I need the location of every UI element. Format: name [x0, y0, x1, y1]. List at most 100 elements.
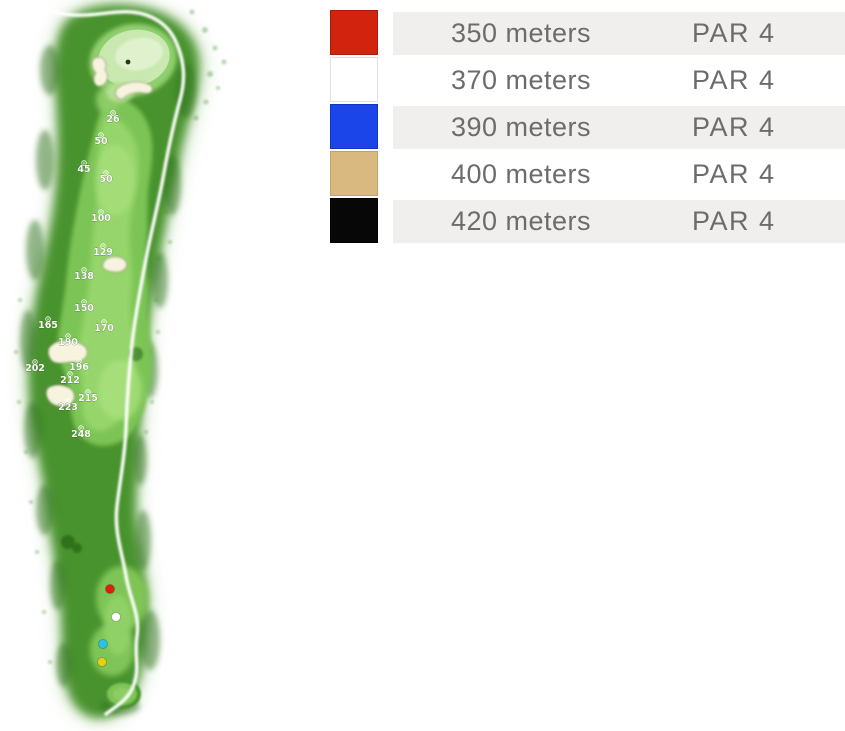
distance-marker-label: 165: [38, 320, 58, 331]
distance-markers: 26 50 45 50 100 129 138 150 165 170 190 196 202 212 21…: [25, 110, 120, 440]
tee-row-black: 420 meters PAR 4: [330, 198, 845, 245]
distance-marker-50: 50: [94, 132, 108, 147]
distance-marker-label: 215: [78, 393, 98, 404]
distance-marker-label: 50: [94, 136, 108, 147]
tee-row-gold: 400 meters PAR 4: [330, 151, 845, 198]
blue-tee-dot: [98, 639, 108, 649]
tee-color-swatch-white: [330, 57, 378, 102]
bunker-mid-right: [102, 256, 128, 273]
trees: [61, 347, 143, 553]
distance-marker-248: 248: [71, 425, 91, 440]
distance-marker-label: 45: [77, 164, 90, 175]
distance-marker-223: 223: [58, 398, 78, 413]
distance-marker-26: 26: [106, 110, 120, 125]
sprinkler-icon: [81, 299, 87, 305]
distance-marker-label: 223: [58, 402, 78, 413]
distance-marker-196: 196: [69, 358, 89, 373]
fairway-bright-patch: [95, 145, 135, 215]
tee-legend: 350 meters PAR 4 370 meters PAR 4 390 me…: [330, 10, 845, 245]
sprinkler-icon: [85, 389, 91, 395]
cart-path: [52, 9, 186, 716]
sprinkler-icon-dot: [83, 301, 85, 303]
distance-marker-label: 26: [106, 114, 120, 125]
tee-row-band: 350 meters PAR 4: [393, 12, 845, 55]
putting-green: [89, 23, 177, 102]
sprinkler-icon: [65, 333, 71, 339]
sprinkler-icon-dot: [103, 321, 105, 323]
distance-marker-190: 190: [58, 333, 78, 348]
hole-cup-dot: [125, 59, 131, 65]
tee-distance: 390 meters: [450, 112, 592, 142]
sprinkler-icon: [110, 110, 116, 116]
distance-marker-label: 129: [93, 247, 113, 258]
sprinkler-icon: [45, 316, 51, 322]
distance-marker-50: 50: [99, 170, 113, 185]
red-tee-dot: [105, 584, 115, 594]
tee-distance: 350 meters: [450, 18, 592, 48]
distance-marker-100: 100: [91, 209, 111, 224]
sprinkler-icon: [32, 359, 38, 365]
distance-marker-label: 100: [91, 213, 111, 224]
sprinkler-icon: [81, 267, 87, 273]
bunker-left-big: [47, 340, 88, 364]
tee-markers: [97, 584, 121, 667]
distance-marker-202: 202: [25, 359, 45, 374]
tee-par: PAR 4: [692, 112, 776, 142]
tee-color-swatch-blue: [330, 104, 378, 149]
rough-texture: [20, 45, 196, 715]
sprinkler-icon: [65, 398, 71, 404]
distance-marker-label: 50: [99, 174, 113, 185]
sprinkler-icon-dot: [69, 373, 71, 375]
sprinkler-icon-dot: [100, 211, 102, 213]
tee-par: PAR 4: [692, 18, 776, 48]
hole-map: 26 50 45 50 100 129 138 150 165 170 190 196 202 212 21…: [0, 0, 245, 731]
distance-marker-138: 138: [74, 267, 94, 282]
sprinkler-icon: [103, 170, 109, 176]
sprinkler-icon-dot: [102, 245, 104, 247]
distance-marker-label: 202: [25, 363, 45, 374]
tee-par: PAR 4: [692, 65, 776, 95]
sprinkler-icon-dot: [80, 427, 82, 429]
distance-marker-label: 248: [71, 429, 91, 440]
tee-row-band: 400 meters PAR 4: [393, 153, 845, 196]
sprinkler-icon-dot: [83, 269, 85, 271]
sprinkler-icon-dot: [47, 318, 49, 320]
distance-marker-label: 138: [74, 271, 94, 282]
tee-row-band: 390 meters PAR 4: [393, 106, 845, 149]
distance-marker-215: 215: [78, 389, 98, 404]
distance-marker-label: 196: [69, 362, 89, 373]
bunkers: [46, 56, 153, 407]
distance-marker-label: 170: [94, 323, 114, 334]
hole-map-illustration: 26 50 45 50 100 129 138 150 165 170 190 196 202 212 21…: [14, 1, 227, 722]
rough-speckles: [14, 9, 227, 664]
sprinkler-icon-dot: [105, 172, 107, 174]
white-tee-dot: [111, 612, 121, 622]
bunker-left-of-green: [91, 56, 108, 87]
tee-row-blue: 390 meters PAR 4: [330, 104, 845, 151]
sprinkler-icon: [76, 358, 82, 364]
distance-marker-129: 129: [93, 243, 113, 258]
distance-marker-170: 170: [94, 319, 114, 334]
fairway-bright-patch: [98, 360, 142, 420]
tee-color-swatch-red: [330, 10, 378, 55]
sprinkler-icon-dot: [34, 361, 36, 363]
sprinkler-icon: [101, 319, 107, 325]
sprinkler-icon-dot: [100, 134, 102, 136]
distance-marker-label: 190: [58, 337, 78, 348]
tee-color-swatch-black: [330, 198, 378, 243]
yellow-tee-dot: [97, 657, 107, 667]
distance-marker-label: 150: [74, 303, 94, 314]
sprinkler-icon: [67, 371, 73, 377]
sprinkler-icon: [98, 132, 104, 138]
sprinkler-icon: [100, 243, 106, 249]
sprinkler-icon-dot: [87, 391, 89, 393]
tee-row-band: 370 meters PAR 4: [393, 59, 845, 102]
distance-marker-label: 212: [60, 375, 80, 386]
sprinkler-icon-dot: [67, 400, 69, 402]
bunker-below-green: [115, 81, 153, 100]
sprinkler-icon-dot: [112, 112, 114, 114]
sprinkler-icon: [81, 160, 87, 166]
sprinkler-icon-dot: [83, 162, 85, 164]
sprinkler-icon: [98, 209, 104, 215]
